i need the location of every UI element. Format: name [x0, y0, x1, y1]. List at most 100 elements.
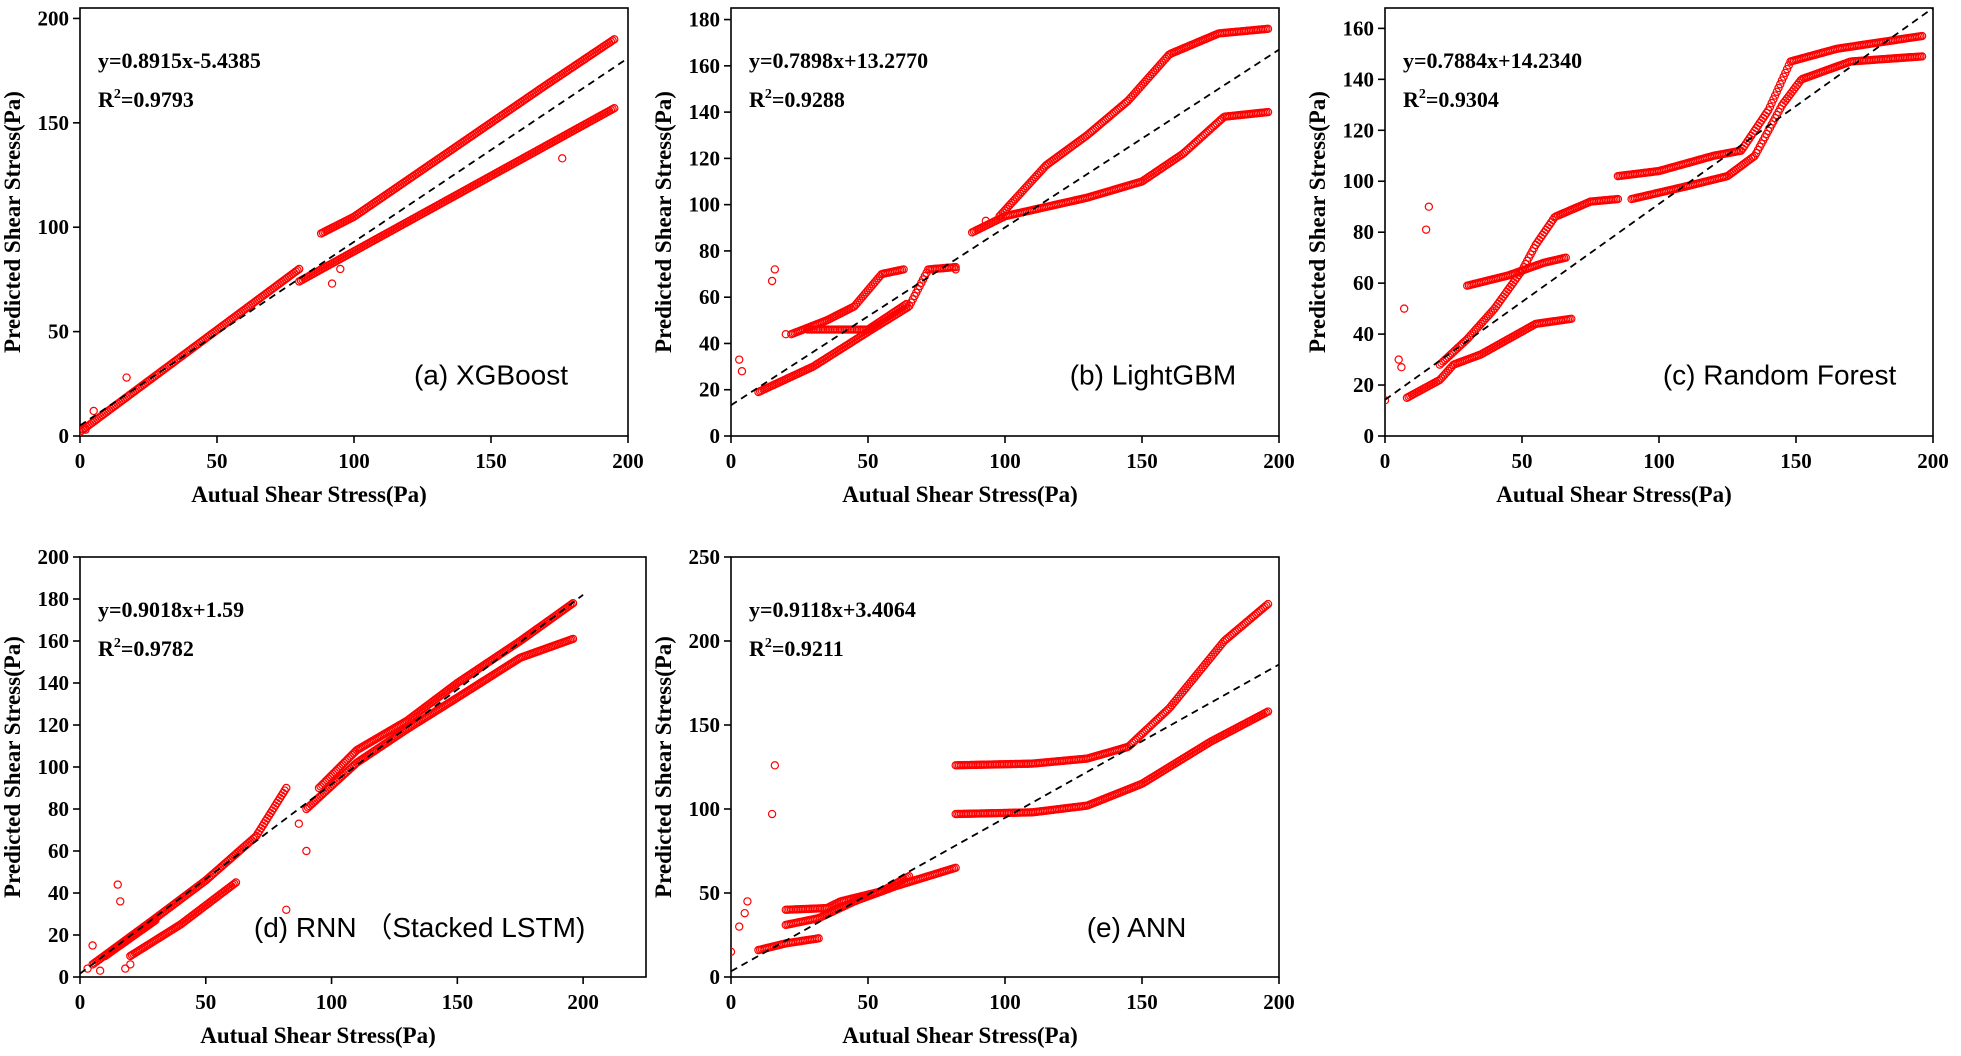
r-squared-superscript: 2 [114, 636, 121, 651]
x-tick-label: 50 [858, 449, 879, 473]
x-tick-label: 0 [1380, 449, 1391, 473]
r-squared-superscript: 2 [114, 87, 121, 102]
r-squared: R2=0.9288 [749, 87, 845, 112]
data-point [743, 897, 752, 906]
r-squared-value: =0.9793 [121, 87, 194, 112]
r-squared: R2=0.9782 [98, 636, 194, 661]
data-point [1769, 95, 1778, 104]
data-point [740, 908, 749, 918]
plot-area [1385, 8, 1933, 405]
y-axis-title: Predicted Shear Stress(Pa) [0, 91, 25, 353]
data-point [81, 425, 90, 434]
plot-area [731, 24, 1279, 406]
chart-panel-b: 0 50 100 150 200 0 20 40 60 80 100 120 140 160 180 Autu… [651, 7, 1295, 507]
data-point [767, 809, 777, 819]
regression-equation: y=0.8915x-5.4385 [98, 48, 261, 73]
y-axis-title: Predicted Shear Stress(Pa) [651, 91, 676, 353]
data-point [230, 879, 239, 888]
y-tick-label: 180 [689, 8, 721, 32]
data-point [1779, 72, 1788, 81]
data-point [336, 264, 345, 274]
x-tick-label: 150 [1780, 449, 1812, 473]
y-tick-label: 250 [689, 545, 721, 569]
x-tick-label: 0 [726, 990, 737, 1014]
data-point [1263, 707, 1273, 716]
y-tick-label: 100 [38, 755, 70, 779]
data-point [116, 897, 125, 906]
data-point [1567, 314, 1576, 324]
r-squared-symbol: R [749, 87, 766, 112]
y-tick-label: 40 [699, 331, 720, 355]
data-point [327, 279, 337, 288]
data-point [121, 964, 130, 973]
y-tick-label: 50 [48, 320, 69, 344]
x-tick-label: 150 [1126, 990, 1158, 1014]
x-tick-label: 150 [1126, 449, 1158, 473]
data-point [1776, 80, 1785, 89]
data-point [904, 872, 914, 881]
x-tick-label: 100 [989, 449, 1021, 473]
y-tick-label: 150 [38, 111, 70, 135]
y-tick-label: 0 [59, 424, 70, 448]
plot-area [80, 35, 628, 436]
data-point [1561, 253, 1571, 262]
y-tick-label: 20 [1353, 373, 1374, 397]
data-point [1394, 355, 1403, 364]
y-tick-label: 0 [710, 424, 721, 448]
y-tick-label: 100 [689, 797, 721, 821]
data-point [1263, 107, 1273, 117]
regression-equation: y=0.7884x+14.2340 [1403, 48, 1582, 73]
model-label: (d) RNN （Stacked LSTM) [254, 912, 585, 943]
y-tick-label: 200 [38, 545, 70, 569]
y-tick-label: 0 [59, 965, 70, 989]
regression-equation: y=0.9118x+3.4064 [749, 597, 916, 622]
data-point [568, 634, 578, 644]
regression-equation: y=0.7898x+13.2770 [749, 48, 928, 73]
chart-panel-e: 0 50 100 150 200 0 50 100 150 200 250 Autual Shear … [651, 545, 1295, 1048]
data-point [1767, 98, 1776, 108]
data-point [302, 846, 311, 856]
x-tick-label: 50 [195, 990, 216, 1014]
data-point [294, 819, 304, 828]
y-tick-label: 60 [48, 839, 69, 863]
model-label: (c) Random Forest [1663, 360, 1897, 391]
data-point [113, 880, 122, 889]
data-point [731, 947, 736, 956]
x-tick-label: 200 [612, 449, 644, 473]
data-point [83, 964, 92, 973]
y-tick-label: 160 [1343, 16, 1375, 40]
x-axis-title: Autual Shear Stress(Pa) [191, 482, 427, 507]
x-tick-label: 100 [338, 449, 370, 473]
x-tick-label: 150 [442, 990, 474, 1014]
data-point [1781, 68, 1790, 78]
data-point [1399, 304, 1409, 313]
y-tick-label: 0 [1364, 424, 1375, 448]
data-point [122, 373, 131, 382]
y-tick-label: 100 [1343, 169, 1375, 193]
y-tick-label: 160 [689, 54, 721, 78]
y-tick-label: 80 [699, 239, 720, 263]
fit-line [80, 594, 584, 975]
data-point [1397, 363, 1406, 372]
x-tick-label: 50 [1512, 449, 1533, 473]
y-tick-label: 200 [38, 6, 70, 30]
r-squared-superscript: 2 [765, 636, 772, 651]
data-point [558, 154, 567, 163]
data-point [899, 265, 908, 274]
x-tick-label: 200 [1263, 449, 1295, 473]
y-axis-title: Predicted Shear Stress(Pa) [1305, 91, 1330, 353]
r-squared-value: =0.9288 [772, 87, 845, 112]
data-point [610, 35, 619, 44]
data-point [1262, 601, 1271, 610]
data-point [767, 276, 777, 286]
r-squared: R2=0.9793 [98, 87, 194, 112]
data-point [231, 878, 241, 887]
x-axis-title: Autual Shear Stress(Pa) [1496, 482, 1732, 507]
y-tick-label: 100 [38, 215, 70, 239]
r-squared-symbol: R [98, 636, 115, 661]
x-tick-label: 200 [1263, 990, 1295, 1014]
data-point [88, 941, 97, 950]
x-tick-label: 0 [726, 449, 737, 473]
data-point [89, 406, 98, 416]
x-tick-label: 100 [316, 990, 348, 1014]
